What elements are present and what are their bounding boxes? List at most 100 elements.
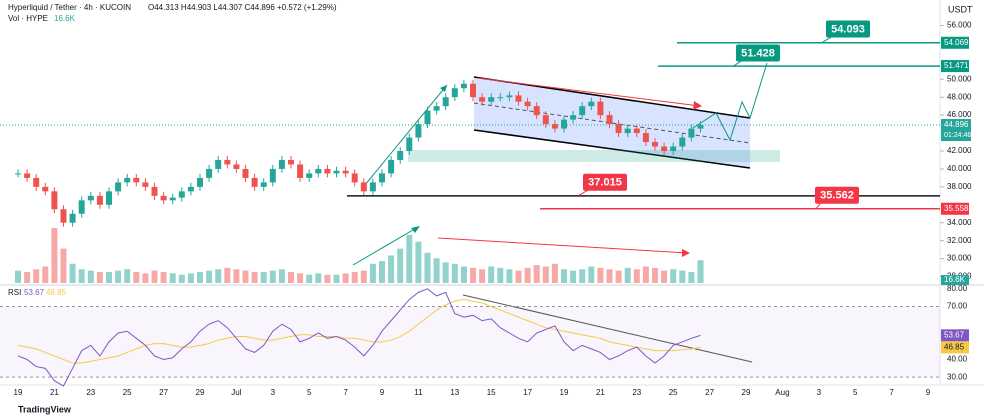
x-tick-label: 29 [196, 388, 205, 397]
candle [251, 177, 258, 187]
volume-bar [652, 267, 658, 283]
callout-label: 35.562 [820, 190, 854, 202]
x-tick-label: 23 [632, 388, 641, 397]
candle [42, 186, 49, 192]
candle [624, 128, 631, 134]
x-tick-label: 23 [86, 388, 95, 397]
candle [142, 182, 149, 187]
candle [278, 159, 285, 169]
x-tick-label: 29 [742, 388, 751, 397]
volume-bar [187, 273, 194, 283]
x-tick-label: 27 [705, 388, 714, 397]
candle [24, 173, 31, 178]
volume-bar [197, 272, 203, 283]
candle [133, 177, 140, 183]
x-tick-label: 21 [50, 388, 59, 397]
volume-bar [215, 269, 222, 283]
candle [260, 182, 267, 187]
y-tick-label: 50.000 [947, 74, 972, 83]
candle [69, 213, 76, 223]
x-tick-label: 7 [889, 388, 894, 397]
rsi-title: RSI [8, 288, 21, 297]
callout-label: 51.428 [741, 47, 775, 59]
candle [451, 88, 458, 98]
volume-bar [15, 270, 21, 283]
arrow-head [682, 249, 690, 257]
candle [306, 173, 313, 178]
candle [324, 168, 331, 174]
volume-bar [588, 266, 595, 283]
volume-bar [115, 270, 122, 283]
candle [388, 159, 395, 174]
volume-bar [360, 270, 367, 283]
candle [151, 186, 158, 196]
candle [460, 83, 467, 89]
volume-bar [315, 273, 322, 283]
volume-bar [570, 270, 577, 283]
candle [406, 137, 413, 151]
candle [661, 146, 668, 151]
volume-bar [106, 272, 112, 283]
rsi-value: 53.67 [24, 288, 45, 297]
y-tick-label: 80.00 [947, 284, 968, 293]
arrow [364, 84, 448, 186]
volume-bar [488, 266, 495, 283]
volume-bar [379, 261, 385, 283]
candle [51, 191, 58, 210]
candle [497, 97, 504, 99]
volume-bar [233, 269, 240, 283]
countdown: 01:24:46 [944, 132, 971, 139]
x-tick-label: 11 [414, 388, 423, 397]
candle [561, 119, 567, 129]
x-tick-label: 13 [450, 388, 459, 397]
candle [542, 115, 549, 125]
candle [160, 195, 167, 201]
volume-bar [33, 269, 40, 283]
volume-bar [688, 272, 695, 283]
volume-bar [506, 269, 513, 283]
volume-value: 16.6K [54, 14, 76, 23]
volume-bar [542, 266, 549, 283]
volume-bar [151, 270, 158, 283]
volume-bar [369, 263, 376, 283]
axis-label: 16.6K [944, 275, 966, 284]
candle [369, 182, 376, 192]
arrow [476, 77, 701, 107]
volume-bar [479, 269, 486, 283]
volume-bar [251, 272, 258, 283]
y-tick-label: 34.000 [947, 218, 972, 227]
volume-bar [297, 273, 304, 283]
projection [692, 62, 768, 142]
axis-label-bg [941, 119, 971, 142]
volume-bar [470, 267, 476, 283]
axis-label: 54.069 [944, 38, 969, 47]
volume-bar [42, 266, 49, 283]
volume-bar [451, 263, 458, 283]
callout [736, 44, 780, 62]
candle [96, 195, 103, 205]
volume-bar [78, 269, 85, 283]
candle [242, 168, 249, 178]
callout-label: 54.093 [831, 23, 865, 35]
candle [288, 159, 294, 165]
support-zone [408, 150, 780, 162]
x-tick-label: Aug [775, 388, 789, 397]
candle [197, 177, 203, 187]
x-tick-label: 3 [817, 388, 822, 397]
candle [115, 182, 122, 192]
y-tick-label: 38.000 [947, 182, 972, 191]
candle [479, 97, 486, 102]
x-tick-label: 3 [271, 388, 276, 397]
volume-bar [242, 270, 249, 283]
candle [315, 168, 322, 174]
arrow [437, 237, 689, 254]
candle [78, 200, 85, 214]
volume-bar [642, 266, 649, 283]
volume-bar [169, 273, 176, 283]
volume-bar [551, 263, 558, 283]
volume-bar [351, 272, 358, 283]
candle [124, 177, 131, 183]
volume-bar [697, 260, 704, 283]
callout [826, 20, 870, 38]
y-tick-label: 30.000 [947, 254, 972, 263]
